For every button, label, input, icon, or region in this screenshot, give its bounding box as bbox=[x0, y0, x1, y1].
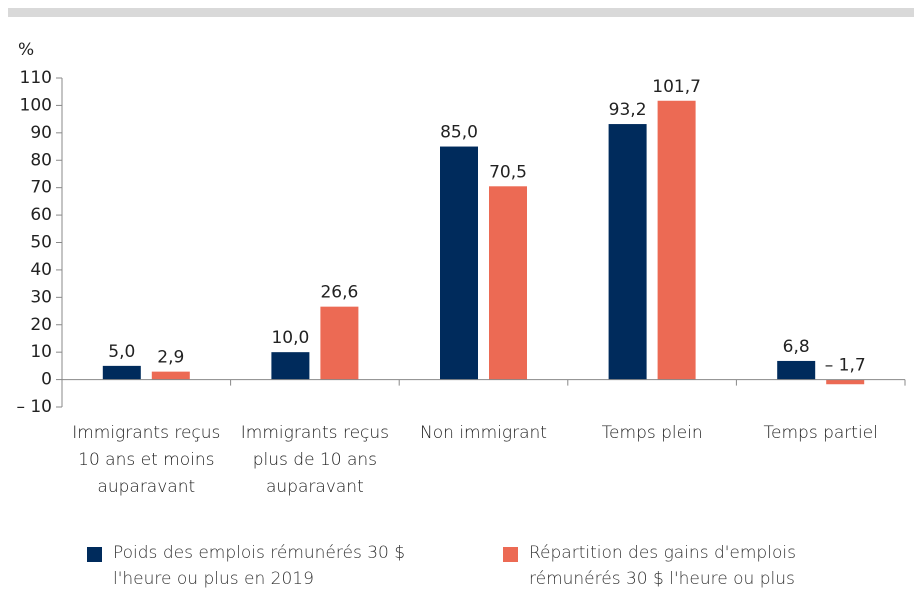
x-tick-label: Temps plein bbox=[601, 423, 703, 443]
value-label: 5,0 bbox=[108, 342, 135, 362]
y-tick-label: 0 bbox=[41, 370, 52, 390]
legend-swatch bbox=[503, 547, 518, 562]
y-unit-label: % bbox=[18, 40, 34, 60]
x-tick-label-box: Temps partiel bbox=[763, 423, 878, 443]
bar bbox=[320, 306, 359, 380]
legend-box: Poids des emplois rémunérés 30 $ l'heure… bbox=[113, 543, 406, 589]
x-tick-label-box: Non immigrant bbox=[420, 423, 547, 443]
y-tick-label: 30 bbox=[30, 287, 52, 307]
y-tick-label: 20 bbox=[30, 315, 52, 335]
bar bbox=[826, 379, 865, 385]
y-tick-label: 80 bbox=[30, 150, 52, 170]
value-label: – 1,7 bbox=[825, 356, 866, 376]
x-tick-label: Immigrants reçus 10 ans et moins auparav… bbox=[72, 423, 221, 497]
legend-label: Répartition des gains d'emplois rémunéré… bbox=[529, 543, 796, 589]
x-tick-label: Immigrants reçus plus de 10 ans auparava… bbox=[240, 423, 389, 497]
bar bbox=[489, 186, 527, 380]
bar bbox=[440, 146, 478, 380]
y-tick-label: 10 bbox=[30, 342, 52, 362]
y-tick-label: 50 bbox=[30, 233, 52, 253]
bar bbox=[151, 371, 190, 380]
x-tick-label: Temps partiel bbox=[763, 423, 878, 443]
value-label: 70,5 bbox=[489, 162, 527, 182]
bar bbox=[102, 365, 141, 380]
x-tick-label-box: Temps plein bbox=[601, 423, 703, 443]
header-bar bbox=[8, 8, 914, 17]
value-label: 10,0 bbox=[271, 328, 309, 348]
bar bbox=[271, 352, 310, 380]
value-label: 26,6 bbox=[320, 283, 358, 303]
bar bbox=[657, 100, 696, 380]
legend-label: Poids des emplois rémunérés 30 $ l'heure… bbox=[113, 543, 406, 589]
y-tick-label: 70 bbox=[30, 178, 52, 198]
y-tick-label: 90 bbox=[30, 123, 52, 143]
bar bbox=[777, 360, 816, 380]
x-tick-label-box: Immigrants reçus plus de 10 ans auparava… bbox=[240, 423, 389, 497]
y-tick-label: 110 bbox=[20, 68, 52, 88]
x-tick-label-box: Immigrants reçus 10 ans et moins auparav… bbox=[72, 423, 221, 497]
value-label: 2,9 bbox=[157, 348, 184, 368]
y-tick-label: 100 bbox=[20, 95, 52, 115]
x-tick-label: Non immigrant bbox=[420, 423, 547, 443]
legend-box: Répartition des gains d'emplois rémunéré… bbox=[529, 543, 796, 589]
value-label: 101,7 bbox=[652, 77, 701, 97]
y-tick-label: 40 bbox=[30, 260, 52, 280]
value-label: 6,8 bbox=[783, 337, 810, 357]
y-tick-label: 60 bbox=[30, 205, 52, 225]
legend-swatch bbox=[87, 547, 102, 562]
bar bbox=[608, 124, 647, 380]
value-label: 93,2 bbox=[609, 100, 647, 120]
value-label: 85,0 bbox=[440, 123, 478, 143]
y-tick-label: – 10 bbox=[16, 397, 52, 417]
